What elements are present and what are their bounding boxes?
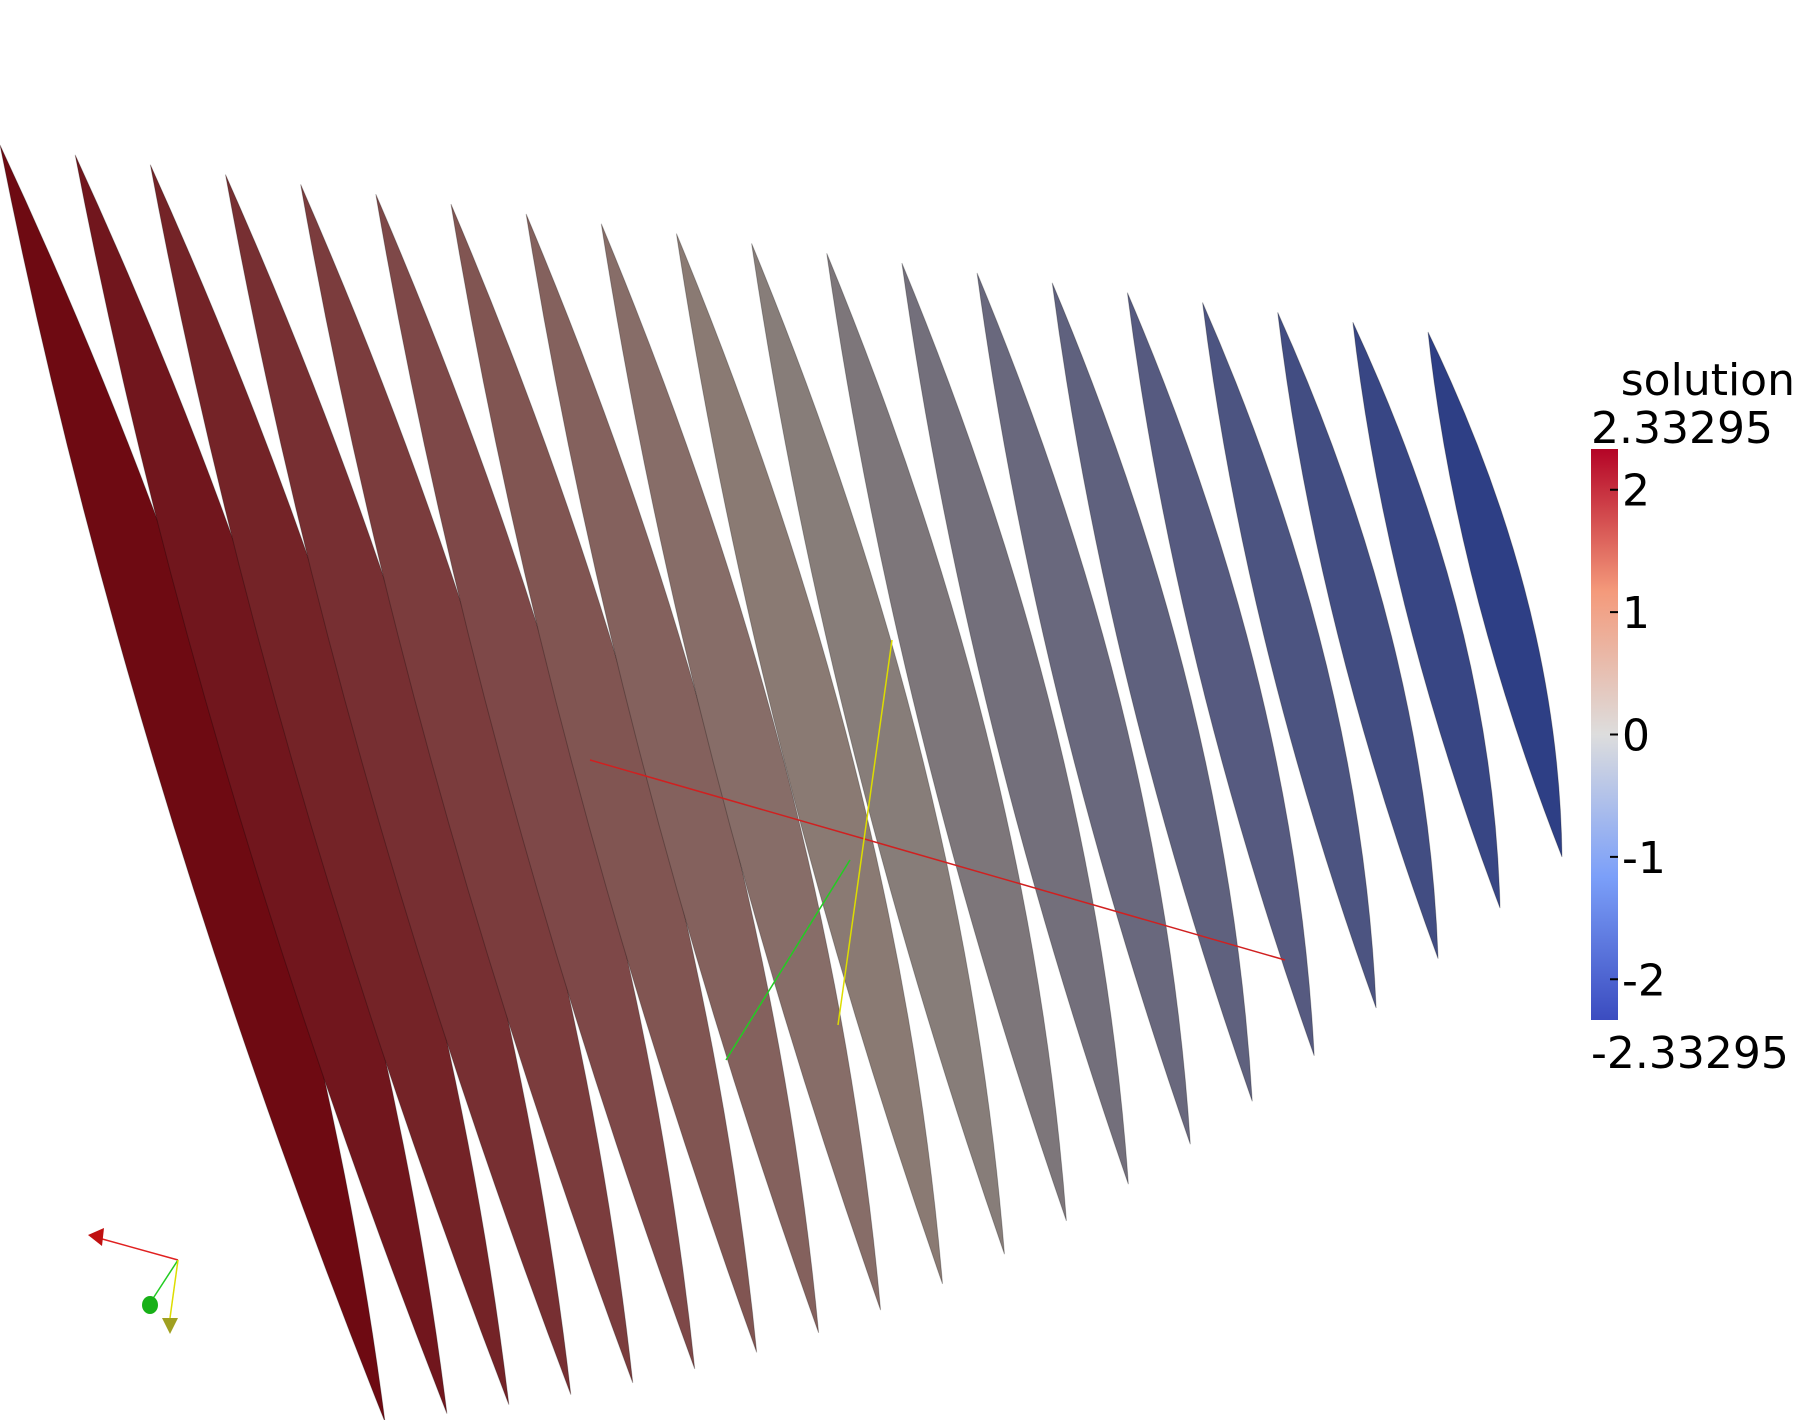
- fin: [224, 174, 572, 1395]
- legend-min-label: -2.33295: [1591, 1028, 1789, 1079]
- tick-label: 2: [1622, 466, 1650, 517]
- fin: [1202, 302, 1377, 1009]
- legend-max-label: 2.33295: [1591, 403, 1773, 454]
- axes-lines: [589, 639, 1286, 1061]
- fin: [751, 243, 1005, 1255]
- fin: [675, 233, 944, 1285]
- fin: [525, 213, 820, 1334]
- fin: [1126, 292, 1315, 1056]
- orientation-axes: [88, 1228, 179, 1334]
- tick-label: -1: [1622, 833, 1666, 884]
- tick-label: 0: [1622, 711, 1650, 762]
- fin: [450, 203, 758, 1353]
- tick-label: 1: [1622, 588, 1650, 639]
- fin: [826, 253, 1067, 1222]
- fin: [1352, 321, 1501, 909]
- surface-fins: [0, 144, 1563, 1420]
- fin: [375, 194, 696, 1370]
- legend-title: solution: [1621, 355, 1795, 406]
- fin: [976, 272, 1191, 1145]
- fin: [1427, 331, 1563, 858]
- color-legend: solution 2.33295 -2.33295 -2 -1 0 1 2: [1591, 355, 1795, 1079]
- fin: [1277, 312, 1439, 959]
- fin: [901, 262, 1129, 1185]
- tick-label: -2: [1622, 955, 1666, 1006]
- fin: [600, 223, 882, 1311]
- fin: [300, 184, 634, 1384]
- fin: [1051, 282, 1253, 1102]
